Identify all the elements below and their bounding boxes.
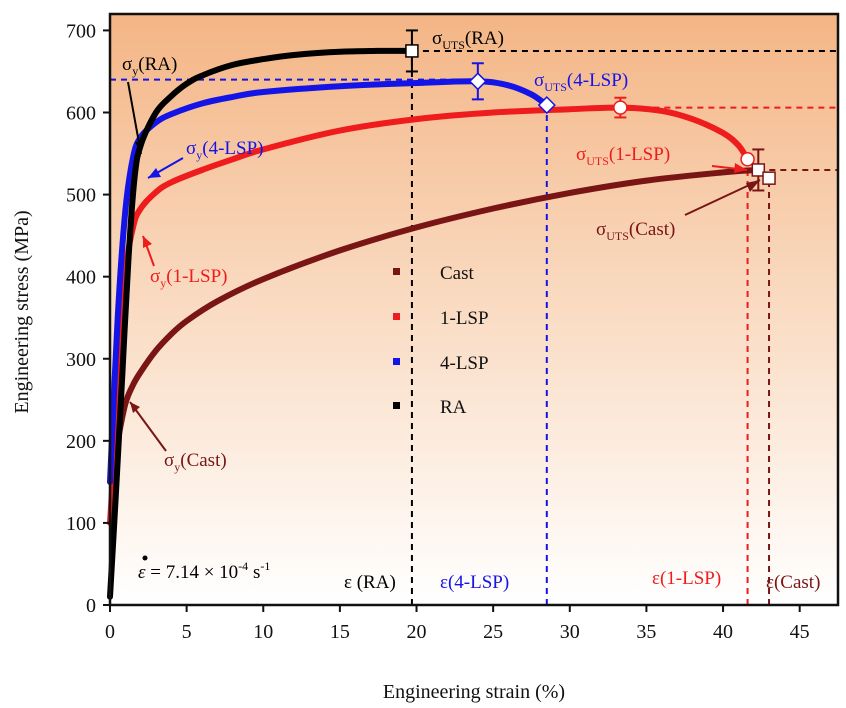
label-sy-1lsp: σy(1-LSP) — [150, 266, 227, 290]
x-tick-label: 15 — [330, 621, 350, 643]
legend-marker-1lsp — [393, 313, 400, 320]
x-tick-label: 30 — [560, 621, 580, 643]
y-tick-label: 200 — [66, 431, 96, 453]
label-sy-cast: σy(Cast) — [164, 450, 227, 474]
y-axis-title: Engineering stress (MPa) — [11, 210, 33, 413]
legend-label-4lsp: 4-LSP — [440, 353, 489, 374]
diamond-marker — [537, 96, 556, 115]
y-tick-label: 600 — [66, 103, 96, 125]
legend-label-1lsp: 1-LSP — [440, 308, 489, 329]
arrowhead-sy-4lsp — [148, 168, 161, 178]
uts-marker-cast-5 — [751, 148, 766, 192]
diamond-marker — [468, 72, 487, 91]
x-tick-label: 0 — [105, 621, 115, 643]
x-axis-ticks: 0 5 10 15 20 25 30 35 40 45 — [105, 605, 810, 643]
uts-marker-1-lsp-4 — [740, 152, 755, 167]
uts-marker-4-lsp-1 — [468, 62, 487, 101]
y-tick-label: 0 — [86, 595, 96, 617]
uts-markers — [405, 29, 776, 192]
uts-marker-1-lsp-3 — [613, 96, 628, 119]
legend-label-cast: Cast — [440, 263, 475, 284]
square-marker — [762, 171, 776, 185]
series-line-cast — [107, 167, 762, 485]
y-tick-label: 400 — [66, 267, 96, 289]
circle-marker — [613, 100, 628, 115]
label-eps-1lsp: ε(1-LSP) — [652, 568, 721, 589]
strain-rate-label: ε = 7.14 × 10-4 s-1 — [138, 555, 270, 583]
x-tick-label: 40 — [713, 621, 733, 643]
curves — [107, 47, 762, 600]
arrowhead-suts-cast — [746, 180, 760, 192]
label-sy-ra: σy(RA) — [122, 54, 177, 78]
y-tick-label: 300 — [66, 349, 96, 371]
uts-marker-cast-6 — [762, 171, 776, 185]
label-suts-1lsp: σUTS(1-LSP) — [576, 144, 670, 168]
series-line-4-lsp — [107, 78, 550, 485]
legend-marker-ra — [393, 402, 400, 409]
circle-marker — [740, 152, 755, 167]
strain-rate-dot — [142, 555, 148, 561]
legend-marker-4lsp — [393, 358, 400, 365]
arrowhead-sy-ra — [135, 141, 145, 154]
x-tick-label: 45 — [790, 621, 810, 643]
y-tick-label: 500 — [66, 185, 96, 207]
x-tick-label: 20 — [407, 621, 427, 643]
arrowhead-sy-cast — [130, 402, 140, 413]
square-marker — [405, 44, 419, 58]
x-tick-label: 10 — [253, 621, 273, 643]
x-tick-label: 35 — [636, 621, 656, 643]
y-tick-label: 700 — [66, 20, 96, 42]
label-suts-ra: σUTS(RA) — [432, 28, 504, 52]
label-suts-cast: σUTS(Cast) — [596, 219, 675, 243]
arrowhead-suts-1lsp — [734, 163, 747, 173]
arrowhead-sy-1lsp — [143, 236, 152, 248]
uts-marker-ra-0 — [405, 29, 419, 73]
label-sy-4lsp: σy(4-LSP) — [186, 138, 263, 162]
legend-label-ra: RA — [440, 397, 467, 418]
square-marker — [751, 163, 766, 177]
arrow-heads — [130, 141, 760, 413]
y-tick-label: 100 — [66, 513, 96, 535]
label-eps-cast: ε(Cast) — [766, 572, 820, 593]
series-line-ra — [107, 47, 415, 600]
strain-rate-text: ε = 7.14 × 10-4 s-1 — [138, 559, 270, 583]
x-tick-label: 5 — [182, 621, 192, 643]
label-eps-4lsp: ε(4-LSP) — [440, 572, 509, 593]
uts-marker-4-lsp-2 — [537, 96, 556, 115]
legend-marker-cast — [393, 268, 400, 275]
label-eps-ra: ε (RA) — [344, 572, 396, 593]
legend: Cast 1-LSP 4-LSP RA — [393, 263, 489, 418]
y-axis-ticks: 0 100 200 300 400 500 600 700 — [66, 20, 110, 617]
x-axis-title: Engineering strain (%) — [383, 681, 565, 703]
label-suts-4lsp: σUTS(4-LSP) — [534, 70, 628, 94]
plot-frame — [108, 12, 840, 607]
x-tick-label: 25 — [483, 621, 503, 643]
